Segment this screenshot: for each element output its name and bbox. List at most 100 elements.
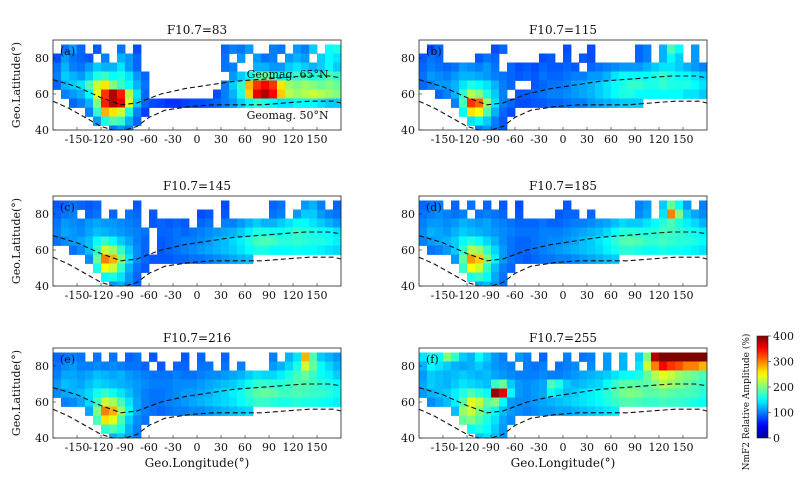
heatmap-cell	[85, 236, 94, 246]
heatmap-cell	[603, 370, 612, 380]
heatmap-cell	[77, 352, 86, 362]
heatmap-cell	[539, 406, 548, 416]
x-tick-label: -60	[140, 289, 158, 302]
heatmap-cell	[197, 227, 206, 237]
heatmap-cell	[691, 361, 700, 371]
heatmap-cell	[483, 272, 492, 282]
y-tick-label: 40	[35, 280, 49, 293]
heatmap-cell	[451, 370, 460, 380]
heatmap-cell	[141, 397, 150, 407]
heatmap-cell	[93, 107, 102, 117]
heatmap-cell	[499, 209, 508, 219]
heatmap-cell	[635, 89, 644, 99]
heatmap-cell	[459, 71, 468, 81]
heatmap-cell	[157, 361, 166, 371]
heatmap-cell	[531, 98, 540, 108]
heatmap-cell	[571, 406, 580, 416]
heatmap-cell	[285, 388, 294, 398]
heatmap-cell	[229, 98, 238, 108]
heatmap-cell	[499, 236, 508, 246]
heatmap-cell	[563, 227, 572, 237]
heatmap-cell	[675, 361, 684, 371]
heatmap-cell	[507, 388, 516, 398]
heatmap-cell	[293, 209, 302, 219]
heatmap-cell	[189, 98, 198, 108]
heatmap-cell	[499, 424, 508, 434]
heatmap-cell	[531, 245, 540, 255]
heatmap-cell	[563, 379, 572, 389]
heatmap-cell	[467, 379, 476, 389]
heatmap-cell	[659, 361, 668, 371]
x-tick-label: -60	[506, 133, 524, 146]
heatmap-cell	[563, 406, 572, 416]
heatmap-cell	[491, 263, 500, 273]
heatmap-cell	[61, 397, 70, 407]
heatmap-cell	[109, 281, 118, 287]
heatmap-cell	[301, 370, 310, 380]
heatmap-cell	[619, 227, 628, 237]
heatmap-cell	[109, 352, 118, 362]
heatmap-cell	[213, 406, 222, 416]
heatmap-cell	[333, 80, 342, 90]
heatmap-cell	[555, 254, 564, 264]
heatmap-cell	[603, 352, 612, 362]
heatmap-cell	[197, 254, 206, 264]
heatmap-cell	[451, 397, 460, 407]
heatmap-cell	[499, 379, 508, 389]
x-tick-label: 90	[628, 441, 642, 454]
heatmap-cell	[109, 236, 118, 246]
heatmap-cell	[675, 53, 684, 63]
x-tick-label: -30	[530, 133, 548, 146]
heatmap-cell	[507, 71, 516, 81]
heatmap-cell	[181, 227, 190, 237]
heatmap-cell	[133, 352, 142, 362]
heatmap-cell	[149, 388, 158, 398]
heatmap-cell	[635, 388, 644, 398]
heatmap-cell	[491, 379, 500, 389]
heatmap-cell	[627, 370, 636, 380]
heatmap-cell	[269, 397, 278, 407]
heatmap-cell	[69, 218, 78, 228]
heatmap-cell	[547, 62, 556, 72]
heatmap-cell	[101, 227, 110, 237]
heatmap-cell	[277, 361, 286, 371]
heatmap-cell	[643, 80, 652, 90]
heatmap-cell	[125, 80, 134, 90]
heatmap-cell	[491, 406, 500, 416]
heatmap-cell	[101, 370, 110, 380]
heatmap-cell	[547, 379, 556, 389]
heatmap-cell	[635, 352, 644, 362]
heatmap-cell	[675, 245, 684, 255]
heatmap-cell	[101, 361, 110, 371]
heatmap-cell	[205, 218, 214, 228]
heatmap-cell	[579, 53, 588, 63]
heatmap-cell	[459, 107, 468, 117]
heatmap-cell	[285, 397, 294, 407]
heatmap-cell	[157, 218, 166, 228]
heatmap-cell	[523, 379, 532, 389]
heatmap-cell	[547, 80, 556, 90]
heatmap-cell	[547, 370, 556, 380]
heatmap-cell	[213, 379, 222, 389]
heatmap-cell	[483, 125, 492, 131]
heatmap-cell	[443, 352, 452, 362]
heatmap-cell	[93, 379, 102, 389]
heatmap-cell	[515, 209, 524, 219]
heatmap-cell	[317, 218, 326, 228]
heatmap-cell	[507, 227, 516, 237]
heatmap-cell	[451, 361, 460, 371]
heatmap-cell	[435, 352, 444, 362]
heatmap-cell	[149, 397, 158, 407]
heatmap-cell	[587, 245, 596, 255]
x-tick-label: 150	[673, 441, 694, 454]
heatmap-cell	[499, 44, 508, 54]
heatmap-cell	[269, 80, 278, 90]
heatmap-cell	[595, 388, 604, 398]
heatmap-cell	[547, 71, 556, 81]
heatmap-cell	[643, 379, 652, 389]
heatmap-cell	[555, 388, 564, 398]
heatmap-cell	[269, 245, 278, 255]
heatmap-cell	[419, 227, 428, 237]
heatmap-cell	[643, 397, 652, 407]
heatmap-cell	[85, 62, 94, 72]
